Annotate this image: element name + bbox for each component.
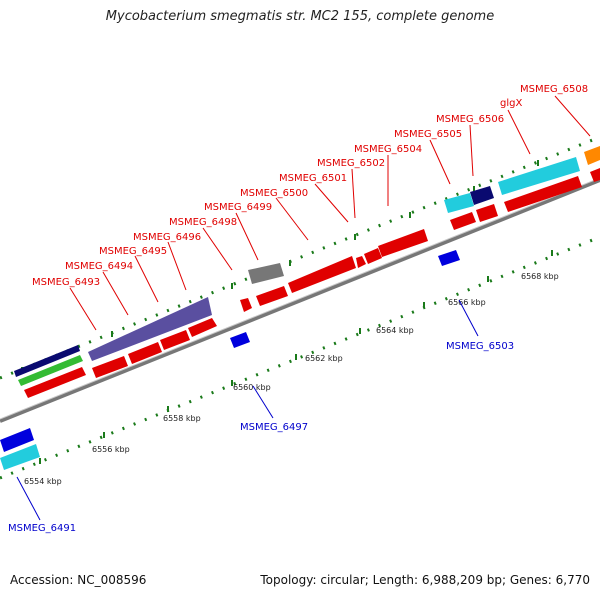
- gene-label: MSMEG_6491: [8, 523, 76, 534]
- tick-label: 6562 kbp: [305, 354, 343, 363]
- gene-forward: [504, 176, 582, 212]
- gene-forward: [498, 157, 580, 195]
- forward-leader-lines: [69, 95, 591, 331]
- gene-label: MSMEG_6495: [99, 246, 167, 257]
- gene-forward: [356, 256, 366, 268]
- gene-label: MSMEG_6498: [169, 217, 237, 228]
- gene-label: MSMEG_6503: [446, 341, 514, 352]
- genome-backbone: [0, 177, 600, 423]
- tick-label: 6560 kbp: [233, 383, 271, 392]
- leader-line: [252, 385, 274, 419]
- reverse-leader-lines: [16, 299, 479, 521]
- gene-label: MSMEG_6501: [279, 173, 347, 184]
- backbone-line: [0, 178, 600, 423]
- leader-line: [351, 168, 356, 219]
- gene-label: MSMEG_6499: [204, 202, 272, 213]
- leader-line: [202, 227, 233, 271]
- gene-forward: [88, 297, 212, 361]
- gene-forward: [288, 256, 356, 293]
- backbone-highlight: [0, 177, 600, 420]
- gene-forward: [188, 318, 217, 337]
- gene-forward: [18, 355, 83, 386]
- leader-line: [69, 287, 97, 331]
- gene-forward: [444, 193, 474, 213]
- tick-label: 6564 kbp: [376, 326, 414, 335]
- leader-line: [167, 241, 187, 291]
- gene-forward: [450, 212, 476, 230]
- gene-label: MSMEG_6506: [436, 114, 504, 125]
- gene-forward: [128, 342, 162, 364]
- forward-gene-labels: MSMEG_6493 MSMEG_6494 MSMEG_6495 MSMEG_6…: [32, 84, 588, 288]
- gene-reverse: [230, 332, 250, 348]
- gene-label: MSMEG_6504: [354, 144, 422, 155]
- leader-line: [235, 212, 259, 261]
- gene-forward: [92, 356, 128, 378]
- leader-line: [458, 299, 479, 337]
- gene-label: MSMEG_6493: [32, 277, 100, 288]
- leader-line: [469, 124, 474, 177]
- leader-line: [314, 183, 349, 223]
- gene-forward: [476, 204, 498, 222]
- reverse-gene-labels: MSMEG_6491 MSMEG_6497 MSMEG_6503: [8, 341, 514, 534]
- topology-text: Topology: circular; Length: 6,988,209 bp…: [260, 573, 590, 587]
- gene-label: MSMEG_6508: [520, 84, 588, 95]
- tick-label: 6568 kbp: [521, 272, 559, 281]
- tick-label: 6558 kbp: [163, 414, 201, 423]
- gene-forward: [240, 298, 252, 312]
- gene-reverse: [0, 428, 34, 452]
- tick-label: 6556 kbp: [92, 445, 130, 454]
- leader-line: [275, 197, 309, 241]
- tick-label: 6566 kbp: [448, 298, 486, 307]
- inner-tick-track: [0, 235, 600, 480]
- gene-forward: [256, 286, 288, 306]
- forward-genes: [14, 146, 600, 398]
- gene-label: MSMEG_6500: [240, 188, 308, 199]
- gene-label: MSMEG_6502: [317, 158, 385, 169]
- gene-forward: [14, 345, 80, 377]
- gene-forward: [364, 248, 382, 264]
- leader-line: [507, 109, 531, 155]
- gene-reverse: [438, 250, 460, 266]
- reverse-genes: [0, 250, 460, 470]
- leader-line: [429, 139, 451, 185]
- gene-label: MSMEG_6497: [240, 422, 308, 433]
- gene-forward: [470, 186, 494, 205]
- leader-line: [554, 95, 591, 137]
- tick-labels: 6554 kbp 6556 kbp 6558 kbp 6560 kbp 6562…: [24, 272, 559, 486]
- leader-line: [134, 255, 159, 303]
- accession-text: Accession: NC_008596: [10, 573, 147, 587]
- gene-forward: [160, 330, 190, 350]
- gene-forward: [590, 168, 600, 182]
- gene-label: MSMEG_6505: [394, 129, 462, 140]
- gene-forward: [24, 367, 86, 398]
- map-title: Mycobacterium smegmatis str. MC2 155, co…: [105, 9, 495, 24]
- gene-forward: [584, 146, 600, 165]
- gene-forward: [378, 229, 428, 257]
- leader-line: [102, 271, 129, 316]
- tick-label: 6554 kbp: [24, 477, 62, 486]
- gene-label: glgX: [500, 98, 522, 109]
- gene-forward: [248, 263, 284, 284]
- gene-label: MSMEG_6496: [133, 232, 201, 243]
- gene-label: MSMEG_6494: [65, 261, 133, 272]
- gene-reverse: [0, 444, 40, 470]
- leader-line: [16, 476, 41, 521]
